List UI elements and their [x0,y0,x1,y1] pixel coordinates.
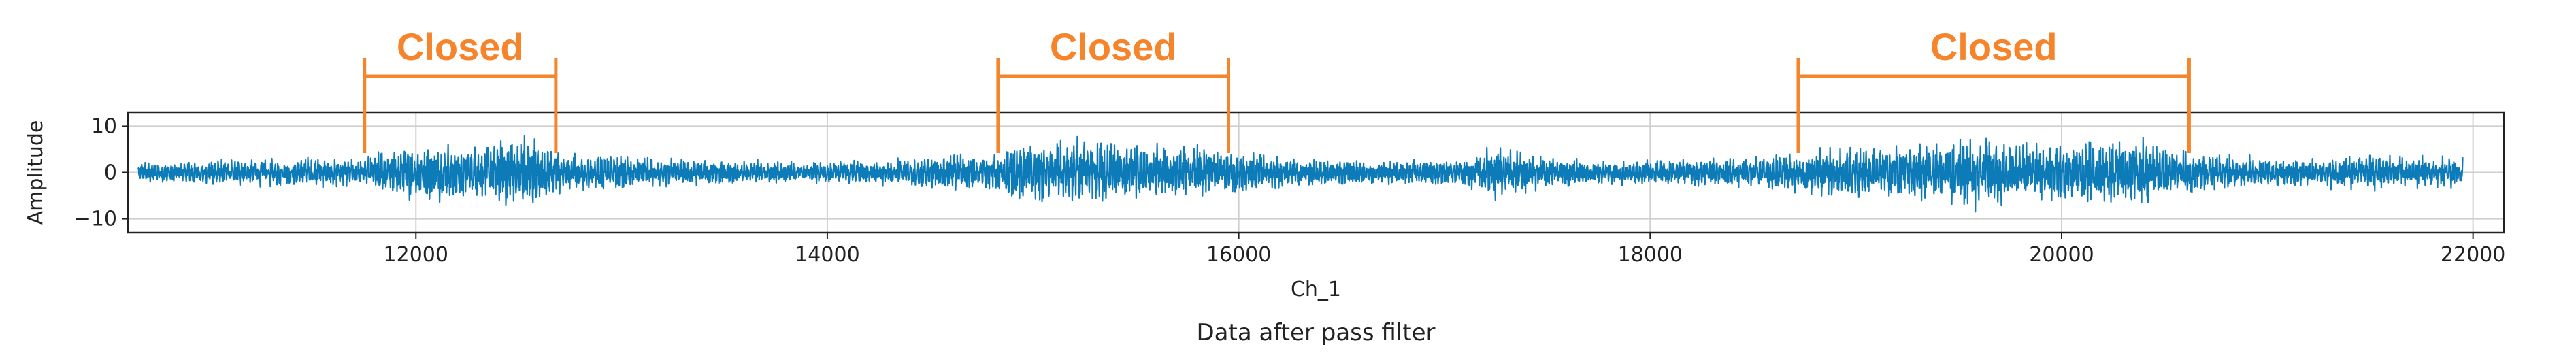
annotation-label: Closed [1930,25,2058,68]
annotation-label: Closed [397,25,524,68]
annotation-label: Closed [1050,25,1177,68]
y-tick-label: 10 [91,114,117,138]
x-tick-label: 14000 [795,243,859,267]
annotations: Closed Closed Closed [363,25,2191,153]
y-axis-label: Amplitude [24,120,48,225]
signal-series [137,135,2464,213]
x-tick-label: 22000 [2441,243,2505,267]
y-tick-label: 0 [104,161,117,185]
x-tick-label: 20000 [2029,243,2094,267]
y-tick-label: −10 [74,208,117,231]
axis-ticks: 12000 14000 16000 18000 20000 22000 −10 0 10 [74,114,2506,267]
x-axis-label: Ch_1 [1291,278,1341,301]
x-tick-label: 16000 [1206,243,1271,267]
series-line [137,135,2464,213]
x-tick-label: 18000 [1618,243,1683,267]
x-tick-label: 12000 [384,243,448,267]
chart-caption: Data after pass filter [1197,319,1436,346]
